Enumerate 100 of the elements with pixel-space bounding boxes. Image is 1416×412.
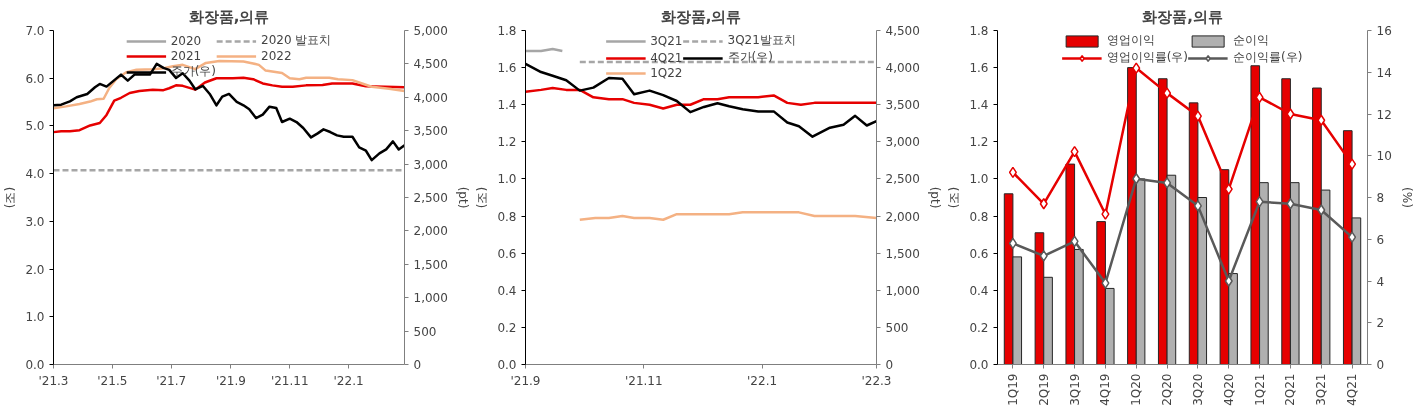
x-tick-label: 3Q20	[1190, 373, 1205, 406]
y-tick-label: 0.0	[497, 358, 517, 372]
point	[1101, 277, 1110, 289]
x-tick-label: '22.3	[861, 373, 892, 388]
legend-label: 2020 발표치	[261, 32, 332, 49]
y-tick-label: 1.2	[497, 135, 517, 150]
legend-label: 2020	[170, 33, 202, 48]
point	[1286, 198, 1295, 210]
y2-tick-label: 3,000	[413, 157, 448, 172]
y-tick-label: 1.4	[497, 98, 517, 113]
y-tick-label: 6.0	[25, 71, 45, 86]
point	[1317, 204, 1326, 216]
legend-label: 순이익	[1233, 32, 1269, 49]
point	[1348, 231, 1357, 243]
y2-tick-label: 4,500	[885, 24, 920, 38]
y2-tick-label: 3,500	[885, 98, 920, 113]
point	[1132, 62, 1141, 74]
y2-tick-label: 4,000	[885, 61, 920, 76]
legend-label: 2021	[170, 49, 202, 63]
x-tick-label: 3Q19	[1067, 373, 1082, 406]
line-series	[53, 59, 405, 110]
y2-tick-label: 0	[885, 358, 894, 372]
y-axis-title: (조)	[475, 186, 490, 209]
y2-tick-label: 3,000	[885, 135, 920, 150]
y-tick-label: 1.8	[497, 24, 517, 38]
y2-tick-label: 4	[1376, 274, 1385, 289]
y2-tick-label: 5,000	[413, 24, 448, 38]
x-tick-label: '22.1	[333, 373, 364, 388]
point	[1348, 158, 1357, 170]
y2-tick-label: 1,000	[885, 283, 920, 298]
y2-tick-label: 500	[413, 324, 437, 339]
x-tick-label: 2Q21	[1283, 373, 1298, 406]
y-tick-label: 0.2	[497, 320, 517, 335]
y2-tick-label: 500	[885, 320, 909, 335]
x-tick-label: 3Q21	[1314, 373, 1329, 406]
y2-tick-label: 3,500	[413, 124, 448, 139]
y2-tick-label: 2,000	[413, 224, 448, 239]
x-tick-label: 1Q19	[1005, 373, 1020, 406]
legend-label: 3Q21발표치	[727, 32, 796, 49]
legend-label: 1Q22	[650, 66, 683, 80]
x-tick-label: '21.5	[97, 373, 128, 388]
chart-title: 화장품,의류	[1142, 7, 1223, 26]
y2-tick-label: 4,000	[413, 90, 448, 105]
x-tick-label: '21.7	[156, 373, 187, 388]
line-series	[525, 86, 877, 110]
y-tick-label: 4.0	[25, 167, 45, 182]
y2-tick-label: 2,500	[885, 172, 920, 187]
x-tick-label: 4Q21	[1345, 373, 1360, 406]
y2-tick-label: 0	[413, 358, 422, 372]
point	[1163, 87, 1172, 99]
line-series	[53, 76, 405, 134]
y-tick-label: 5.0	[25, 119, 45, 134]
y2-axis-title: (pt)	[927, 186, 942, 209]
y-tick-label: 1.0	[497, 172, 517, 187]
y2-axis-title: (pt)	[455, 186, 470, 209]
point	[1039, 198, 1048, 210]
y-tick-label: 1.6	[497, 61, 517, 76]
y-tick-label: 2.0	[25, 262, 45, 277]
y2-tick-label: 12	[1376, 107, 1392, 122]
x-tick-label: 4Q20	[1221, 373, 1236, 406]
chart-title: 화장품,의류	[188, 7, 270, 26]
y2-tick-label: 1,000	[413, 291, 448, 306]
legend-label: 영업이익	[1106, 32, 1155, 49]
y2-tick-label: 2	[1376, 316, 1385, 331]
legend-label: 2022	[261, 49, 292, 63]
x-tick-label: '21.3	[38, 373, 69, 388]
point	[1224, 275, 1233, 287]
y-tick-label: 3.0	[25, 214, 45, 229]
y-tick-label: 1.0	[25, 310, 45, 325]
legend-label: 4Q21	[650, 50, 683, 65]
y-tick-label: 0.6	[497, 246, 517, 261]
x-tick-label: '21.11	[624, 373, 663, 388]
y2-tick-label: 1,500	[413, 257, 448, 272]
y2-tick-label: 14	[1376, 65, 1392, 80]
y-tick-label: 1.2	[969, 135, 989, 150]
y2-tick-label: 2,000	[885, 209, 920, 224]
chart-title: 화장품,의류	[660, 7, 742, 26]
x-tick-label: 2Q19	[1036, 373, 1051, 406]
x-tick-label: 4Q19	[1098, 373, 1113, 406]
y-tick-label: 0.0	[969, 358, 989, 372]
point	[1163, 177, 1172, 189]
y2-tick-label: 2,500	[413, 191, 448, 205]
y-tick-label: 0.2	[969, 320, 989, 335]
point	[1101, 208, 1110, 220]
point	[1193, 200, 1202, 212]
x-tick-label: '21.9	[510, 373, 541, 388]
y-tick-label: 0.4	[969, 283, 989, 298]
y2-tick-label: 10	[1376, 149, 1392, 164]
y-tick-label: 1.6	[969, 61, 989, 76]
x-tick-label: 1Q21	[1252, 373, 1267, 406]
legend-label: 주가(우)	[727, 49, 773, 66]
y2-tick-label: 16	[1376, 24, 1392, 38]
y-tick-label: 0.8	[497, 209, 517, 224]
point	[1039, 250, 1048, 262]
x-tick-label: 1Q20	[1129, 373, 1144, 406]
y-tick-label: 0.0	[25, 358, 45, 372]
y-tick-label: 1.8	[969, 24, 989, 38]
y2-tick-label: 4,500	[413, 57, 448, 72]
x-tick-label: '21.11	[270, 373, 309, 388]
legend-label: 주가(우)	[170, 63, 217, 80]
